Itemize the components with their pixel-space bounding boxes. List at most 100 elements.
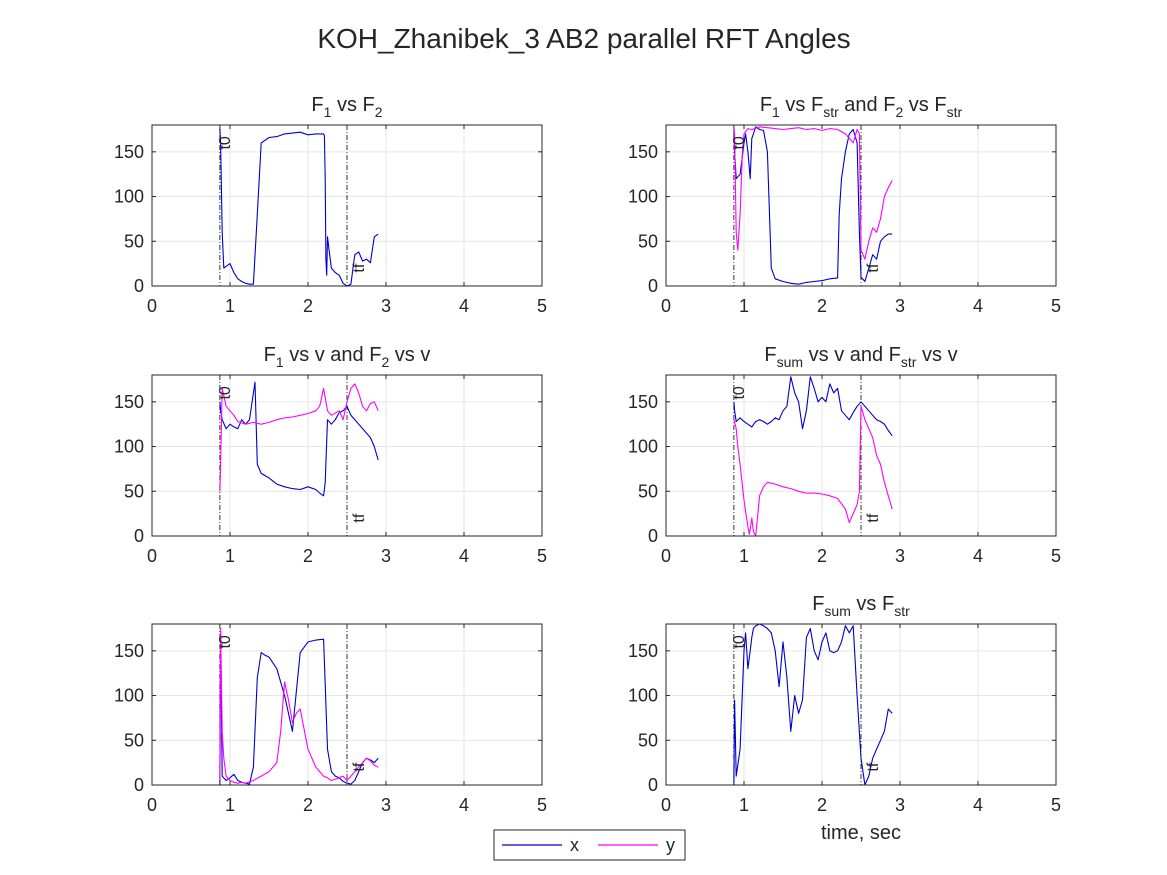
marker-label-tf: tf (865, 263, 882, 272)
x-tick-label: 3 (895, 795, 905, 815)
y-tick-label: 100 (628, 437, 658, 457)
x-tick-label: 2 (817, 546, 827, 566)
marker-label-t0: t0 (731, 386, 748, 399)
series-line-y (219, 383, 379, 492)
data-layer (733, 125, 893, 286)
axes-frame (151, 374, 543, 537)
axes-frame (151, 124, 543, 287)
data-layer (219, 375, 379, 536)
marker-label-tf: tf (865, 762, 882, 771)
x-tick-label: 4 (973, 546, 983, 566)
y-tick-label: 0 (648, 526, 658, 546)
x-tick-label: 3 (381, 795, 391, 815)
x-tick-label: 5 (537, 546, 547, 566)
y-tick-label: 100 (628, 187, 658, 207)
y-tick-label: 50 (124, 231, 144, 251)
x-tick-label: 0 (661, 296, 671, 316)
subplot-title: F1 vs v and F2 vs v (264, 344, 431, 370)
x-tick-label: 0 (147, 296, 157, 316)
marker-label-tf: tf (351, 513, 368, 522)
series-line-y (733, 126, 893, 260)
axes-frame (665, 374, 1057, 537)
x-tick-label: 4 (459, 296, 469, 316)
y-tick-label: 100 (114, 686, 144, 706)
y-tick-label: 50 (638, 481, 658, 501)
x-tick-label: 3 (381, 546, 391, 566)
subplot-title: Fsum vs Fstr (812, 593, 910, 619)
x-tick-label: 5 (537, 795, 547, 815)
x-tick-label: 2 (303, 546, 313, 566)
x-tick-label: 0 (661, 795, 671, 815)
x-tick-label: 1 (225, 795, 235, 815)
y-tick-label: 100 (114, 437, 144, 457)
y-tick-label: 0 (134, 526, 144, 546)
x-tick-label: 5 (1051, 296, 1061, 316)
y-tick-label: 50 (638, 730, 658, 750)
legend-label-x: x (570, 835, 579, 855)
y-tick-label: 50 (124, 730, 144, 750)
x-tick-label: 5 (1051, 795, 1061, 815)
subplot-title: F1 vs F2 (311, 94, 382, 120)
axes-frame (665, 623, 1057, 786)
series-line-x (733, 376, 893, 437)
x-tick-label: 0 (147, 795, 157, 815)
data-layer (733, 375, 893, 536)
y-tick-label: 0 (648, 276, 658, 296)
x-tick-label: 2 (817, 795, 827, 815)
x-tick-label: 5 (1051, 546, 1061, 566)
x-tick-label: 1 (739, 546, 749, 566)
y-tick-label: 0 (134, 775, 144, 795)
legend: x y (493, 829, 686, 861)
x-tick-label: 4 (973, 795, 983, 815)
y-tick-label: 100 (628, 686, 658, 706)
y-tick-label: 100 (114, 187, 144, 207)
marker-label-t0: t0 (731, 635, 748, 648)
y-tick-label: 150 (628, 142, 658, 162)
series-line-x (219, 128, 379, 286)
x-tick-label: 4 (459, 546, 469, 566)
marker-label-t0: t0 (731, 136, 748, 149)
x-tick-label: 1 (739, 795, 749, 815)
y-tick-label: 0 (134, 276, 144, 296)
y-tick-label: 150 (114, 392, 144, 412)
series-line-x (219, 381, 379, 497)
x-tick-label: 5 (537, 296, 547, 316)
axes-frame (151, 623, 543, 786)
legend-label-y: y (666, 835, 675, 855)
x-tick-label: 2 (303, 795, 313, 815)
marker-label-t0: t0 (217, 635, 234, 648)
data-layer (733, 624, 893, 785)
y-tick-label: 150 (114, 142, 144, 162)
marker-label-tf: tf (351, 762, 368, 771)
series-line-x (733, 126, 893, 285)
y-tick-label: 50 (638, 231, 658, 251)
figure-title: KOH_Zhanibek_3 AB2 parallel RFT Angles (317, 23, 850, 54)
marker-label-tf: tf (351, 263, 368, 272)
marker-label-t0: t0 (217, 386, 234, 399)
series-line-y (733, 405, 893, 536)
x-tick-label: 0 (147, 546, 157, 566)
x-tick-label: 1 (739, 296, 749, 316)
x-tick-label: 4 (973, 296, 983, 316)
x-tick-label: 1 (225, 296, 235, 316)
x-tick-label: 1 (225, 546, 235, 566)
x-tick-label: 0 (661, 546, 671, 566)
x-tick-label: 4 (459, 795, 469, 815)
y-tick-label: 150 (628, 392, 658, 412)
x-tick-label: 3 (895, 296, 905, 316)
data-layer (219, 125, 379, 286)
data-layer (219, 624, 379, 785)
series-line-y (219, 627, 379, 784)
x-tick-label: 3 (895, 546, 905, 566)
y-tick-label: 150 (628, 641, 658, 661)
y-tick-label: 150 (114, 641, 144, 661)
y-tick-label: 50 (124, 481, 144, 501)
series-line-x (733, 624, 893, 785)
